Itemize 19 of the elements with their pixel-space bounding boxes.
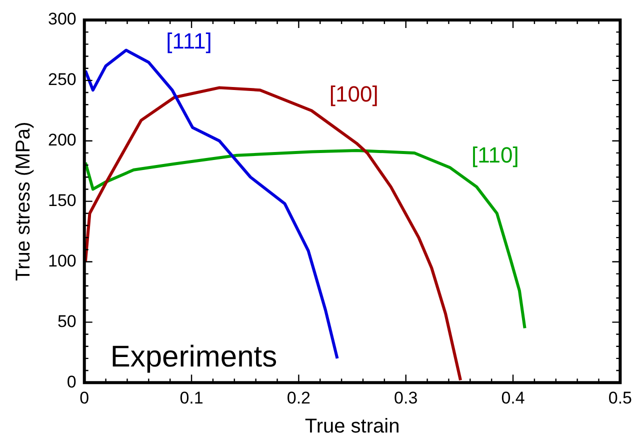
y-tick-label: 300 — [48, 10, 76, 29]
y-tick-label: 100 — [48, 251, 76, 270]
y-tick-label: 50 — [57, 312, 76, 331]
x-tick-label: 0.5 — [608, 388, 632, 408]
y-tick-label: 150 — [48, 190, 76, 210]
y-tick-label: 200 — [48, 130, 76, 150]
y-tick-label: 0 — [66, 372, 76, 392]
series-label: [100] — [329, 82, 378, 107]
x-tick-label: 0.4 — [501, 388, 525, 408]
series-label: [110] — [472, 142, 519, 168]
y-axis-title: True stress (MPa) — [12, 122, 35, 281]
x-tick-label: 0.2 — [286, 388, 311, 408]
y-tick-label: 250 — [48, 70, 76, 90]
x-axis-title: True strain — [304, 416, 400, 438]
annotation: Experiments — [110, 340, 278, 374]
x-tick-label: 0.1 — [180, 388, 204, 408]
x-tick-label: 0 — [80, 388, 90, 408]
x-tick-label: 0.3 — [394, 388, 418, 408]
series-label: [111] — [166, 28, 212, 54]
